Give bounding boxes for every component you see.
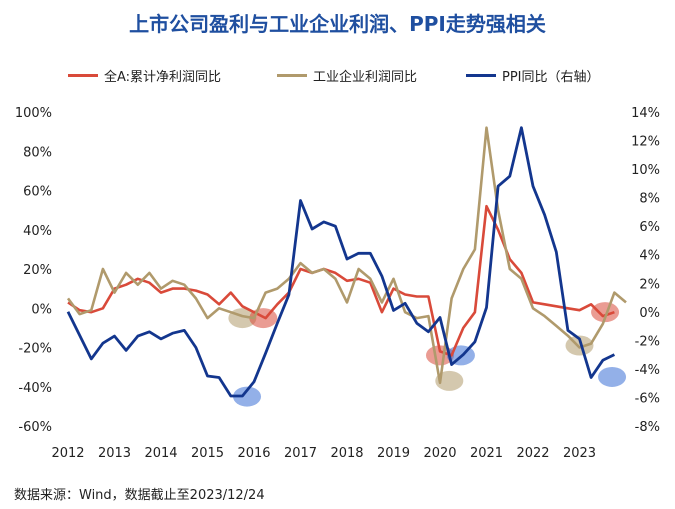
- x-tick-label: 2018: [330, 446, 363, 461]
- legend-swatch: [277, 74, 307, 77]
- y-right-tick-label: -2%: [635, 334, 660, 349]
- x-tick-label: 2020: [423, 446, 456, 461]
- y-right-tick-label: 4%: [639, 249, 660, 264]
- y-right-tick-label: 6%: [639, 220, 660, 235]
- y-right-tick-label: 0%: [639, 306, 660, 321]
- y-axis-right: 14% 12% 10% 8% 6% 4% 2% 0% -2% -4% -6% -8%: [631, 106, 660, 435]
- legend-label: 工业企业利润同比: [313, 70, 418, 85]
- y-right-tick-label: -4%: [635, 363, 660, 378]
- x-tick-label: 2013: [98, 446, 131, 461]
- y-axis-left: 100% 80% 60% 40% 20% 0% -20% -40% -60%: [15, 106, 52, 435]
- legend-label: PPI同比（右轴）: [502, 70, 600, 85]
- y-left-tick-label: 0%: [31, 302, 52, 317]
- x-tick-label: 2012: [51, 446, 84, 461]
- x-tick-label: 2016: [237, 446, 270, 461]
- y-right-tick-label: 2%: [639, 277, 660, 292]
- series-lines: [66, 126, 627, 398]
- x-tick-label: 2023: [563, 446, 596, 461]
- y-right-tick-label: 8%: [639, 192, 660, 207]
- highlight-marker-9: [598, 366, 627, 387]
- y-right-tick-label: 10%: [631, 163, 660, 178]
- y-left-tick-label: 80%: [23, 145, 52, 160]
- x-tick-label: 2014: [144, 446, 177, 461]
- y-right-tick-label: 14%: [631, 106, 660, 121]
- highlight-marker-1: [233, 386, 262, 407]
- chart-title: 上市公司盈利与工业企业利润、PPI走势强相关: [129, 12, 546, 36]
- y-left-tick-label: 40%: [23, 224, 52, 239]
- x-tick-label: 2015: [191, 446, 224, 461]
- y-left-tick-label: 60%: [23, 185, 52, 200]
- x-tick-label: 2022: [516, 446, 549, 461]
- x-tick-label: 2017: [284, 446, 317, 461]
- series-line-1: [67, 204, 615, 357]
- chart-legend: 全A:累计净利润同比 工业企业利润同比 PPI同比（右轴）: [0, 66, 675, 86]
- highlight-marker-8: [591, 302, 620, 323]
- legend-swatch: [68, 74, 98, 77]
- x-tick-label: 2019: [377, 446, 410, 461]
- y-left-tick-label: 100%: [15, 106, 52, 121]
- legend-item-profit: 全A:累计净利润同比: [68, 66, 221, 85]
- highlight-marker-6: [435, 370, 464, 391]
- y-left-tick-label: -60%: [18, 420, 52, 435]
- x-axis: 2012 2013 2014 2015 2016 2017 2018 2019 2020 2021…: [51, 446, 596, 461]
- series-line-3: [66, 126, 616, 398]
- y-left-tick-label: -40%: [18, 381, 52, 396]
- legend-swatch: [466, 74, 496, 77]
- y-right-tick-label: -6%: [635, 391, 660, 406]
- series-line-2: [66, 126, 627, 385]
- legend-label: 全A:累计净利润同比: [104, 70, 222, 85]
- legend-item-ppi: PPI同比（右轴）: [466, 66, 600, 85]
- legend-item-industrial: 工业企业利润同比: [277, 66, 417, 85]
- source-note: 数据来源：Wind，数据截止至2023/12/24: [14, 488, 265, 503]
- y-right-tick-label: -8%: [635, 420, 660, 435]
- y-right-tick-label: 12%: [631, 135, 660, 150]
- y-left-tick-label: -20%: [18, 342, 52, 357]
- x-tick-label: 2021: [470, 446, 503, 461]
- y-left-tick-label: 20%: [23, 263, 52, 278]
